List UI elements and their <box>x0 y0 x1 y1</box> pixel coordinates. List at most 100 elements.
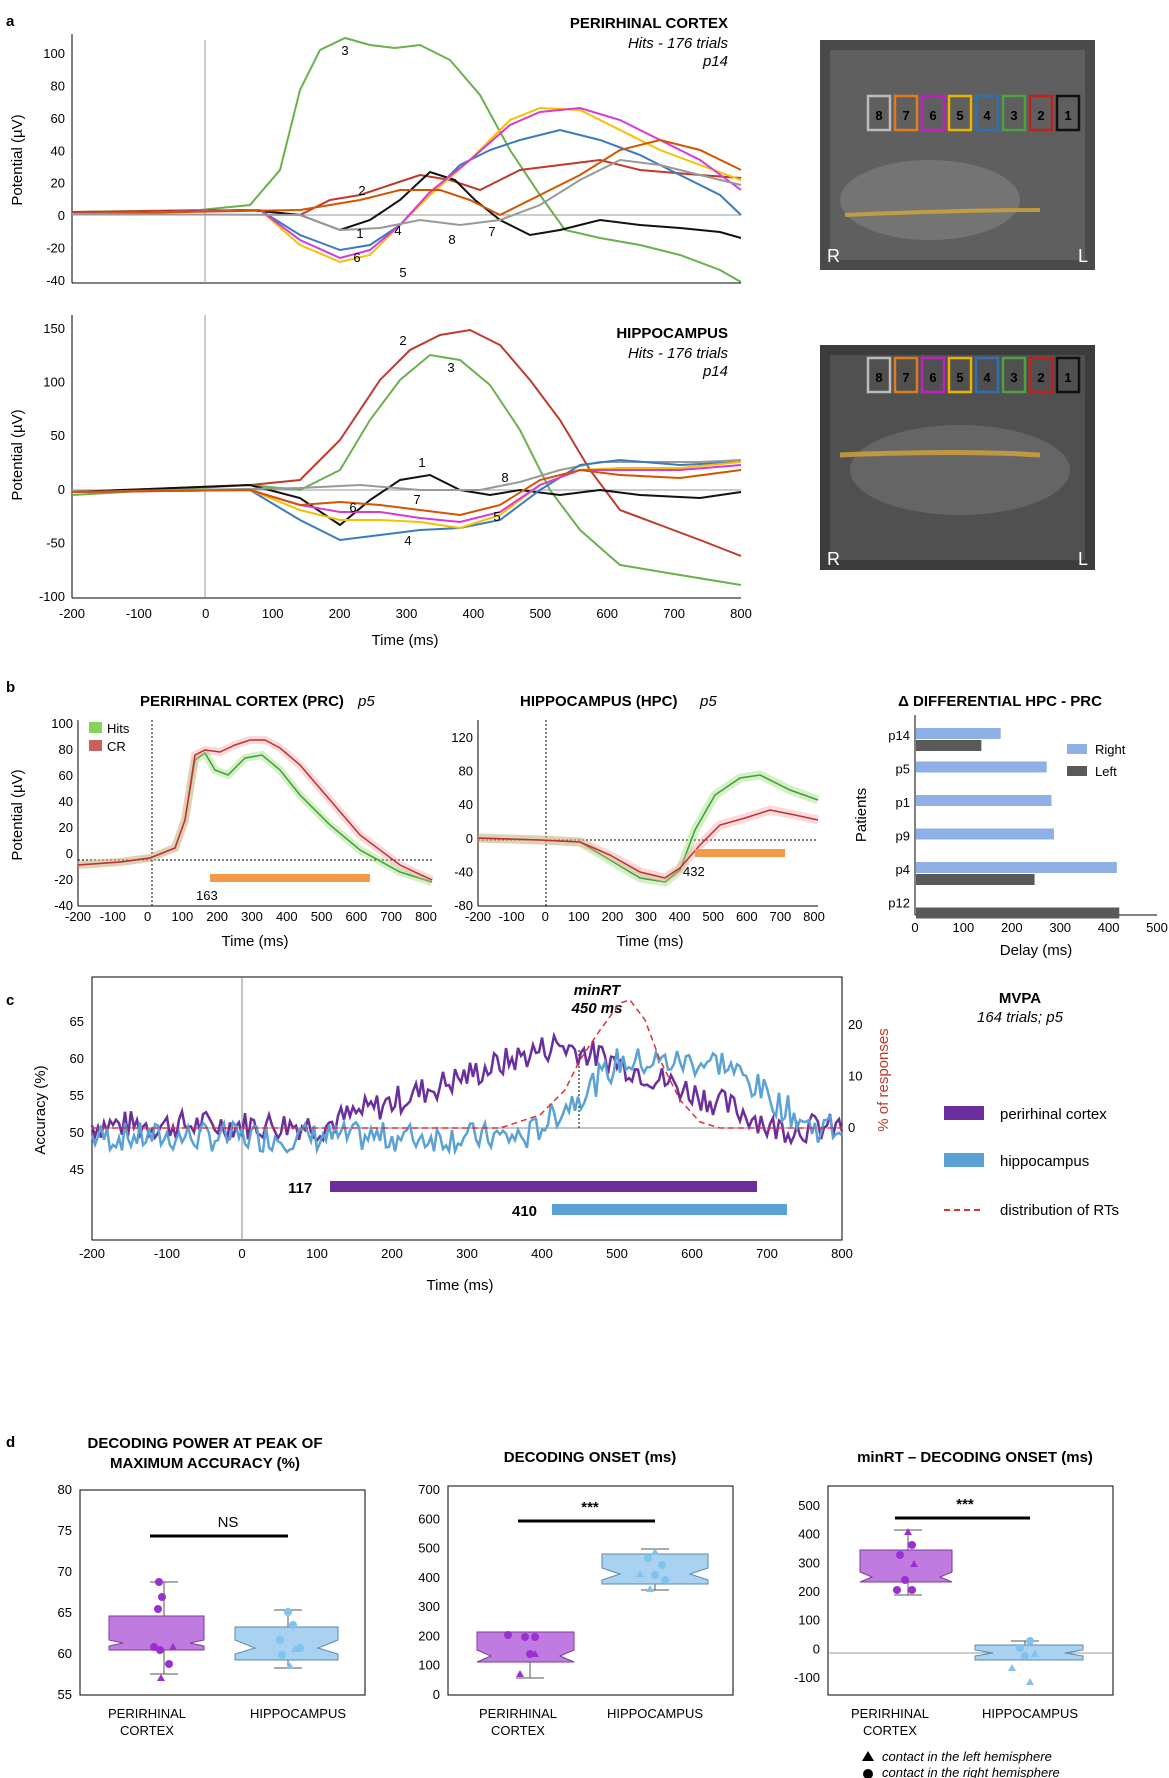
diff-category-label: p14 <box>888 728 910 743</box>
diff-bar-p12-left <box>916 907 1120 919</box>
prc-xlabel: Time (ms) <box>222 933 289 950</box>
y-tick-label: -80 <box>454 898 473 913</box>
mri-contact-box <box>1001 94 1027 132</box>
diff-legend-left-swatch <box>1067 766 1087 776</box>
x-tick-label: 400 <box>669 909 691 924</box>
mri-contact-label: 3 <box>1010 370 1017 385</box>
panel-a-bottom-yticks: -100 -50 0 50 100 150 <box>39 321 65 604</box>
mri-contact-box <box>1001 356 1027 394</box>
x-tick-label: 500 <box>606 1246 628 1261</box>
x-tick-label: 600 <box>681 1246 703 1261</box>
trace-label-4: 4 <box>394 223 401 238</box>
prc-cr-trace <box>77 739 433 881</box>
mvpa-prc-trace <box>90 1031 844 1146</box>
mri-contact-label: 5 <box>956 370 963 385</box>
panel-a-top-yticks: -40 -20 0 20 40 60 80 100 <box>43 46 65 288</box>
mri-contact-box <box>920 356 946 394</box>
trace-a-top-6 <box>71 106 742 260</box>
diff-xticks: 0 100 200 300 400 500 <box>911 920 1167 935</box>
d1-box-hpc <box>234 1626 339 1661</box>
d3-yticks: -100 0 100 200 300 400 500 <box>794 1498 820 1685</box>
d3-cat1b: CORTEX <box>863 1723 917 1738</box>
diff-legend-left: Left <box>1095 764 1117 779</box>
y-tick-label: 55 <box>58 1687 72 1702</box>
trace-label-6: 6 <box>349 500 356 515</box>
trace-label-3: 3 <box>341 43 348 58</box>
hpc-significance-bar <box>695 849 785 857</box>
hpc-hits-trace <box>477 774 819 883</box>
d2-box-hpc <box>601 1553 709 1585</box>
prc-legend-hits-swatch <box>89 722 102 733</box>
trace-a-bot-8 <box>71 459 742 493</box>
y-tick-label: 0 <box>848 1120 855 1135</box>
d2-title: DECODING ONSET (ms) <box>504 1449 677 1466</box>
diff-category-label: p1 <box>896 795 910 810</box>
y-tick-label: 100 <box>798 1613 820 1628</box>
d2-cat2: HIPPOCAMPUS <box>607 1706 703 1721</box>
panel-d-1: DECODING POWER AT PEAK OF MAXIMUM ACCURA… <box>58 1435 366 1738</box>
y-tick-label: 100 <box>51 716 73 731</box>
diff-bar-p5-right <box>916 761 1047 773</box>
trace-label-8: 8 <box>501 470 508 485</box>
minrt-value: 450 ms <box>571 1000 623 1017</box>
trace-label-5: 5 <box>493 509 500 524</box>
hpc-title: HIPPOCAMPUS (HPC) <box>520 693 678 710</box>
prc-title-suffix: p5 <box>357 693 375 710</box>
mvpa-hpc-significance-bar <box>552 1204 787 1215</box>
trace-a-top-1 <box>71 170 742 239</box>
mvpa-rt-distribution <box>92 999 842 1129</box>
d3-box-prc <box>859 1549 953 1583</box>
panel-letter-d: d <box>6 1434 15 1451</box>
diff-bar-p14-right <box>916 728 1001 739</box>
y-tick-label: 60 <box>58 1646 72 1661</box>
y-tick-label: 700 <box>418 1482 440 1497</box>
mvpa-legend-prc-swatch <box>944 1106 984 1120</box>
y-tick-label: -100 <box>794 1670 820 1685</box>
panel-a-top-trace-labels: 1 2 3 4 5 6 7 8 <box>341 43 495 280</box>
mvpa-yticks: 45 50 55 60 65 <box>70 1014 84 1177</box>
diff-legend-right-swatch <box>1067 744 1087 754</box>
x-tick-label: -100 <box>100 909 126 924</box>
d3-cat2: HIPPOCAMPUS <box>982 1706 1078 1721</box>
diff-bar-p9-right <box>916 828 1054 840</box>
x-tick-label: 200 <box>206 909 228 924</box>
prc-legend-hits: Hits <box>107 721 130 736</box>
trace-label-2: 2 <box>399 333 406 348</box>
panel-letter-c: c <box>6 992 14 1009</box>
diff-ylabel: Patients <box>853 788 870 842</box>
mri-contact-box <box>947 356 973 394</box>
x-tick-label: 600 <box>596 606 618 621</box>
x-tick-label: -200 <box>465 909 491 924</box>
mri-contact-box <box>893 356 919 394</box>
mri-bottom-R: R <box>827 549 840 569</box>
mri-contact-label: 2 <box>1037 370 1044 385</box>
mri-top-R: R <box>827 246 840 266</box>
trace-label-7: 7 <box>488 224 495 239</box>
y-tick-label: 65 <box>70 1014 84 1029</box>
prc-title: PERIRHINAL CORTEX (PRC) <box>140 693 344 710</box>
x-tick-label: -200 <box>79 1246 105 1261</box>
x-tick-label: 100 <box>306 1246 328 1261</box>
x-tick-label: 200 <box>1001 920 1023 935</box>
d2-box-prc <box>476 1631 575 1663</box>
d1-title2: MAXIMUM ACCURACY (%) <box>110 1455 300 1472</box>
hpc-xticks: -200 -100 0 100 200 300 400 500 600 700 800 <box>465 909 825 924</box>
mvpa-title: MVPA <box>999 990 1041 1007</box>
diff-xlabel: Delay (ms) <box>1000 942 1073 959</box>
y-tick-label: 100 <box>418 1658 440 1673</box>
d3-box-hpc <box>974 1644 1084 1661</box>
panel-a-xlabel: Time (ms) <box>372 632 439 649</box>
mri-contact-label: 6 <box>929 108 936 123</box>
x-tick-label: 100 <box>262 606 284 621</box>
x-tick-label: -100 <box>154 1246 180 1261</box>
mri-contact-label: 5 <box>956 108 963 123</box>
mri-contact-box <box>974 94 1000 132</box>
trace-label-8: 8 <box>448 232 455 247</box>
diff-bar-p1-right <box>916 795 1052 806</box>
trace-a-bot-7 <box>71 468 742 517</box>
hpc-cr-trace <box>477 809 819 879</box>
mri-contact-box <box>893 94 919 132</box>
mri-contact-box <box>1055 356 1081 394</box>
x-tick-label: 400 <box>463 606 485 621</box>
